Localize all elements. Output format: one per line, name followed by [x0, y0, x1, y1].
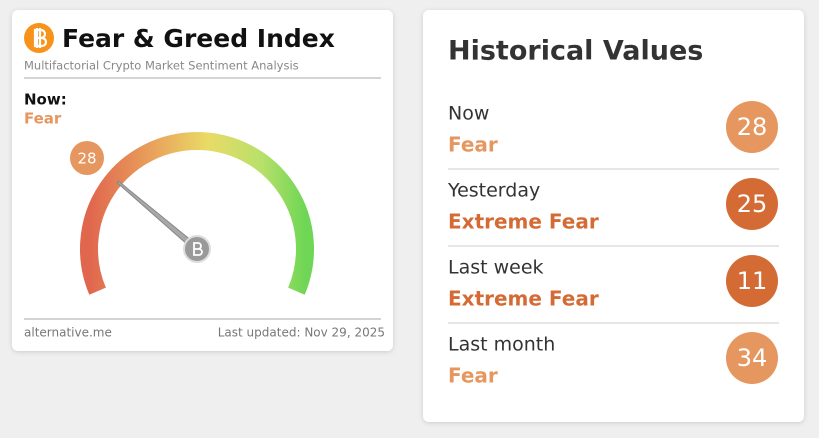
widget-title: Fear & Greed Index [62, 24, 335, 53]
widget-subtitle: Multifactorial Crypto Market Sentiment A… [24, 59, 299, 73]
row-value: 11 [737, 267, 768, 295]
row-badge [726, 332, 778, 384]
row-label: Yesterday [447, 180, 540, 202]
row-classification: Fear [448, 364, 498, 388]
row-label: Now [448, 103, 489, 125]
gauge-arc [80, 131, 314, 295]
bitcoin-glyph [33, 28, 48, 48]
row-classification: Extreme Fear [448, 210, 599, 234]
value-badge-text: 28 [77, 150, 96, 168]
row-value: 25 [737, 190, 768, 218]
history-rows: Now Fear 28 Yesterday Extreme Fear 25 Last wee… [447, 101, 779, 388]
row-badge [726, 101, 778, 153]
row-label: Last week [448, 257, 544, 279]
row-badge [726, 178, 778, 230]
row-value: 28 [737, 113, 768, 141]
row-value: 34 [737, 344, 768, 372]
hub-glyph [193, 242, 203, 256]
updated: Last updated: Nov 29, 2025 [218, 326, 385, 340]
row-label: Last month [448, 334, 555, 356]
now-label: Now: [24, 91, 67, 109]
history-card [423, 10, 804, 422]
value-badge [70, 141, 104, 175]
source: alternative.me [24, 326, 112, 340]
row-classification: Fear [448, 133, 498, 157]
history-title: Historical Values [448, 36, 703, 67]
now-classification: Fear [24, 110, 62, 128]
row-badge [726, 255, 778, 307]
row-classification: Extreme Fear [448, 287, 599, 311]
